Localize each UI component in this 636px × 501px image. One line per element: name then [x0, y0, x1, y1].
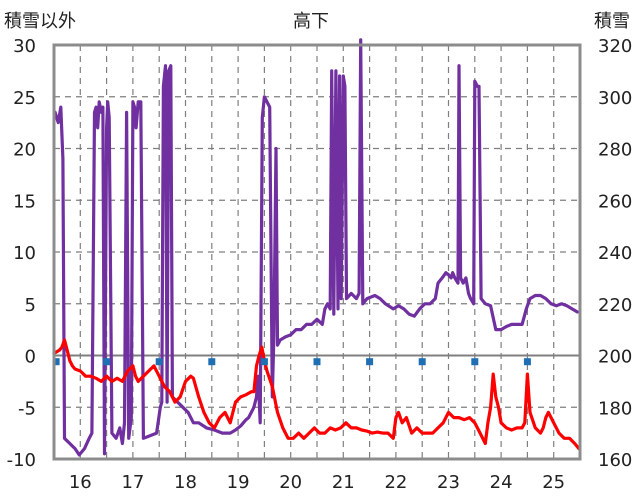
right-tick-label: 320 [598, 36, 632, 57]
left-tick-label: 25 [13, 88, 36, 109]
right-tick-label: 280 [598, 140, 632, 161]
marker-3 [208, 358, 216, 366]
right-tick-label: 260 [598, 191, 632, 212]
right-tick-label: 160 [598, 450, 632, 471]
left-tick-label: 20 [13, 140, 36, 161]
left-tick-label: 10 [13, 243, 36, 264]
x-tick-label: 24 [490, 472, 513, 493]
marker-4 [260, 358, 268, 366]
x-tick-label: 22 [384, 472, 407, 493]
x-tick-label: 25 [542, 472, 565, 493]
x-tick-label: 19 [227, 472, 250, 493]
marker-8 [471, 358, 479, 366]
x-tick-label: 23 [437, 472, 460, 493]
series-line-0 [53, 38, 579, 457]
left-axis-label: 積雪以外 [4, 11, 76, 32]
marker-2 [155, 358, 163, 366]
x-tick-label: 18 [174, 472, 197, 493]
right-tick-label: 220 [598, 295, 632, 316]
left-tick-label: -10 [7, 450, 36, 471]
marker-1 [103, 358, 111, 366]
left-tick-label: 0 [25, 347, 36, 368]
right-tick-label: 200 [598, 347, 632, 368]
left-tick-label: -5 [18, 398, 36, 419]
marker-6 [366, 358, 374, 366]
left-tick-label: 15 [13, 191, 36, 212]
tick-labels: -10 -5 0 5 10 15 20 25 30 160 180 200 220 240 260 280 30… [7, 36, 633, 493]
right-tick-label: 180 [598, 398, 632, 419]
left-tick-label: 30 [13, 36, 36, 57]
x-tick-label: 21 [332, 472, 355, 493]
chart-title: 高下 [293, 11, 329, 32]
x-tick-label: 17 [121, 472, 144, 493]
right-axis-label: 積雪 [594, 11, 630, 32]
marker-0 [52, 358, 60, 366]
series-layer [52, 38, 581, 457]
marker-9 [523, 358, 531, 366]
series-line-1 [52, 338, 581, 451]
marker-5 [313, 358, 321, 366]
x-tick-label: 16 [69, 472, 92, 493]
right-tick-label: 300 [598, 88, 632, 109]
plot-frame [52, 43, 582, 461]
x-tick-label: 20 [279, 472, 302, 493]
right-tick-label: 240 [598, 243, 632, 264]
marker-7 [418, 358, 426, 366]
left-tick-label: 5 [25, 295, 36, 316]
